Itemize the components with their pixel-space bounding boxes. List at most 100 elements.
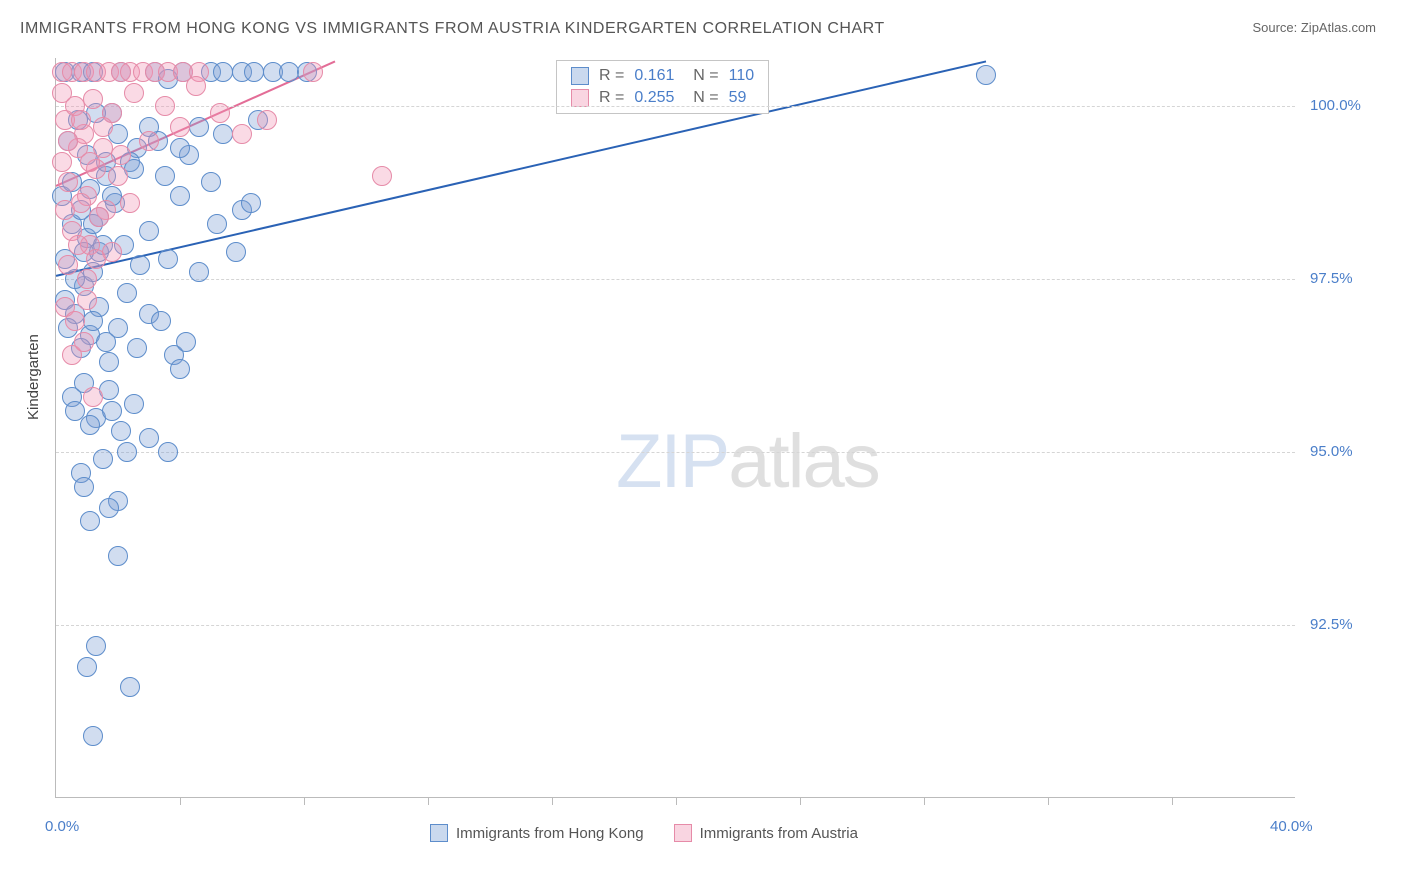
scatter-marker — [108, 546, 128, 566]
scatter-marker — [80, 511, 100, 531]
scatter-marker — [117, 442, 137, 462]
scatter-marker — [93, 449, 113, 469]
scatter-marker — [279, 62, 299, 82]
scatter-marker — [83, 726, 103, 746]
scatter-marker — [170, 359, 190, 379]
scatter-marker — [201, 172, 221, 192]
scatter-marker — [86, 636, 106, 656]
scatter-marker — [111, 145, 131, 165]
series-legend: Immigrants from Hong Kong Immigrants fro… — [430, 824, 858, 842]
x-tick-mark — [180, 797, 181, 805]
scatter-marker — [124, 83, 144, 103]
n-value-hk: 110 — [729, 67, 755, 85]
scatter-marker — [213, 62, 233, 82]
trend-lines-svg — [56, 58, 1296, 798]
x-tick-label: 40.0% — [1270, 818, 1313, 835]
x-tick-mark — [676, 797, 677, 805]
y-tick-label: 95.0% — [1310, 443, 1353, 460]
x-tick-label: 0.0% — [45, 818, 79, 835]
scatter-marker — [74, 477, 94, 497]
grid-line — [56, 106, 1295, 107]
scatter-marker — [86, 249, 106, 269]
correlation-row-at: R = 0.255 N = 59 — [571, 89, 754, 107]
r-label: R = — [599, 67, 624, 85]
scatter-marker — [232, 124, 252, 144]
scatter-marker — [257, 110, 277, 130]
n-label: N = — [684, 67, 718, 85]
legend-item-at: Immigrants from Austria — [674, 824, 858, 842]
scatter-marker — [170, 117, 190, 137]
legend-swatch-blue-icon — [571, 67, 589, 85]
y-tick-label: 92.5% — [1310, 616, 1353, 633]
legend-label-hk: Immigrants from Hong Kong — [456, 825, 644, 842]
scatter-marker — [124, 394, 144, 414]
scatter-marker — [226, 242, 246, 262]
scatter-marker — [68, 235, 88, 255]
scatter-marker — [120, 677, 140, 697]
scatter-marker — [120, 193, 140, 213]
scatter-marker — [139, 221, 159, 241]
legend-swatch-pink-icon — [674, 824, 692, 842]
scatter-marker — [189, 262, 209, 282]
scatter-marker — [176, 332, 196, 352]
r-value-hk: 0.161 — [634, 67, 674, 85]
scatter-marker — [77, 290, 97, 310]
scatter-marker — [151, 311, 171, 331]
x-tick-mark — [1048, 797, 1049, 805]
scatter-marker — [207, 214, 227, 234]
chart-title: IMMIGRANTS FROM HONG KONG VS IMMIGRANTS … — [20, 20, 885, 38]
scatter-marker — [241, 193, 261, 213]
scatter-marker — [127, 338, 147, 358]
x-tick-mark — [1172, 797, 1173, 805]
scatter-marker — [83, 387, 103, 407]
chart-container: IMMIGRANTS FROM HONG KONG VS IMMIGRANTS … — [0, 0, 1406, 892]
correlation-row-hk: R = 0.161 N = 110 — [571, 67, 754, 85]
y-tick-label: 97.5% — [1310, 270, 1353, 287]
r-value-at: 0.255 — [634, 89, 674, 107]
scatter-marker — [210, 103, 230, 123]
scatter-marker — [80, 415, 100, 435]
scatter-marker — [52, 152, 72, 172]
scatter-marker — [139, 428, 159, 448]
x-tick-mark — [428, 797, 429, 805]
x-tick-mark — [552, 797, 553, 805]
scatter-marker — [186, 76, 206, 96]
legend-label-at: Immigrants from Austria — [700, 825, 858, 842]
scatter-marker — [111, 421, 131, 441]
legend-swatch-pink-icon — [571, 89, 589, 107]
scatter-marker — [158, 442, 178, 462]
x-tick-mark — [924, 797, 925, 805]
scatter-marker — [170, 138, 190, 158]
chart-plot-area: ZIPatlas R = 0.161 N = 110 R = 0.255 N =… — [55, 58, 1295, 798]
scatter-marker — [89, 207, 109, 227]
scatter-marker — [108, 166, 128, 186]
scatter-marker — [155, 96, 175, 116]
scatter-marker — [58, 172, 78, 192]
scatter-marker — [83, 89, 103, 109]
scatter-marker — [71, 110, 91, 130]
n-value-at: 59 — [729, 89, 747, 107]
scatter-marker — [158, 249, 178, 269]
scatter-marker — [80, 152, 100, 172]
grid-line — [56, 452, 1295, 453]
scatter-marker — [52, 83, 72, 103]
legend-swatch-blue-icon — [430, 824, 448, 842]
scatter-marker — [976, 65, 996, 85]
scatter-marker — [303, 62, 323, 82]
scatter-marker — [77, 269, 97, 289]
y-axis-label: Kindergarten — [25, 334, 42, 420]
scatter-marker — [71, 193, 91, 213]
scatter-marker — [83, 311, 103, 331]
source-label: Source: ZipAtlas.com — [1252, 20, 1376, 35]
scatter-marker — [96, 332, 116, 352]
scatter-marker — [99, 352, 119, 372]
scatter-marker — [58, 131, 78, 151]
scatter-marker — [372, 166, 392, 186]
scatter-marker — [213, 124, 233, 144]
scatter-marker — [189, 117, 209, 137]
n-label: N = — [684, 89, 718, 107]
scatter-marker — [130, 255, 150, 275]
grid-line — [56, 279, 1295, 280]
scatter-marker — [58, 255, 78, 275]
r-label: R = — [599, 89, 624, 107]
